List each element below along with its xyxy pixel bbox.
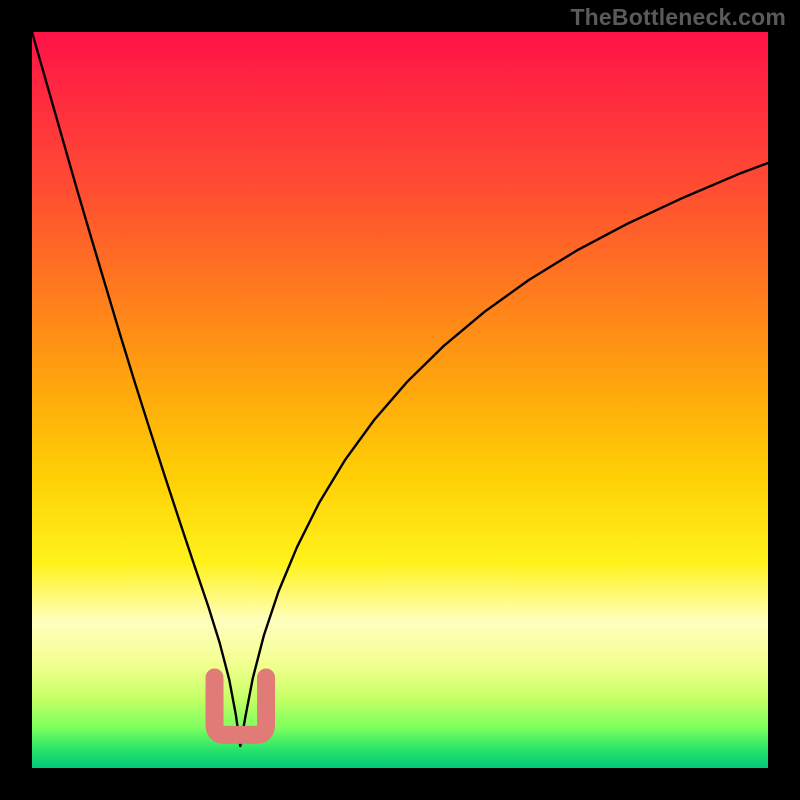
curve-layer — [32, 32, 768, 768]
left-branch-line — [32, 32, 240, 746]
plot-area — [32, 32, 768, 768]
right-branch-line — [240, 163, 768, 746]
chart-stage: TheBottleneck.com — [0, 0, 800, 800]
watermark-text: TheBottleneck.com — [570, 4, 786, 31]
sweet-spot-u — [215, 677, 267, 734]
